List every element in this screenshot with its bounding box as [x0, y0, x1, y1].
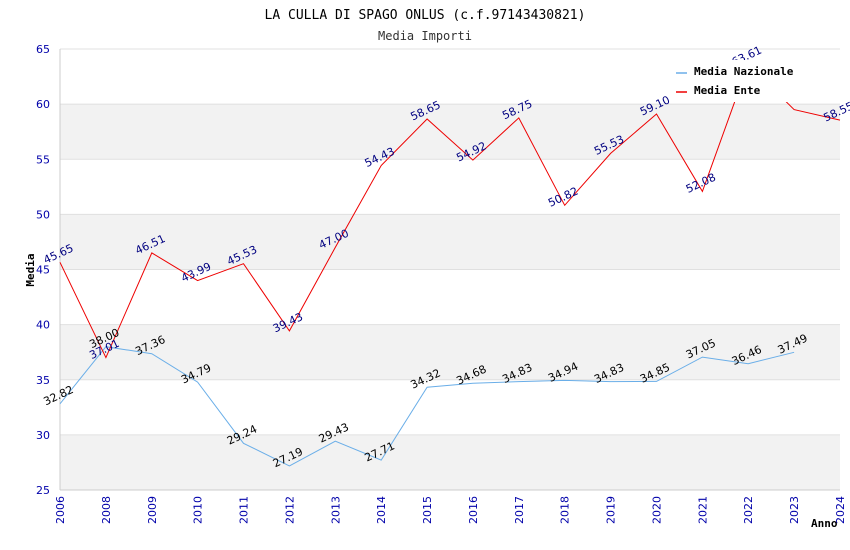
x-tick-label: 2017	[513, 496, 526, 524]
y-axis-label: Media	[24, 253, 37, 286]
x-tick-label: 2018	[559, 496, 572, 524]
x-tick-label: 2024	[834, 496, 847, 524]
x-tick-label: 2006	[54, 496, 67, 524]
y-tick-label: 40	[36, 319, 50, 332]
x-tick-label: 2012	[283, 496, 296, 524]
y-tick-label: 65	[36, 43, 50, 56]
x-tick-label: 2013	[329, 496, 342, 524]
x-tick-label: 2011	[238, 496, 251, 524]
x-tick-label: 2010	[192, 496, 205, 524]
y-axis-ticks: 25 30 35 40 45 50 55 60 65	[36, 43, 50, 497]
y-tick-label: 35	[36, 374, 50, 387]
legend-label-nazionale: Media Nazionale	[694, 65, 794, 78]
x-tick-label: 2023	[788, 496, 801, 524]
series-line-0	[59, 346, 795, 467]
x-axis-label: Anno	[811, 517, 838, 530]
y-tick-label: 30	[36, 429, 50, 442]
x-tick-label: 2022	[742, 496, 755, 524]
grid-bands	[59, 48, 840, 491]
y-tick-label: 60	[36, 98, 50, 111]
grid-band	[60, 324, 840, 380]
x-tick-label: 2019	[605, 496, 618, 524]
x-tick-label: 2020	[650, 496, 663, 524]
grid-band	[60, 269, 840, 325]
x-tick-label: 2015	[421, 496, 434, 524]
grid-band	[60, 379, 840, 435]
x-tick-label: 2008	[100, 496, 113, 524]
grid-band	[60, 159, 840, 215]
series-lines	[59, 63, 841, 467]
x-tick-label: 2009	[146, 496, 159, 524]
grid-band	[60, 214, 840, 270]
y-tick-label: 55	[36, 153, 50, 166]
x-tick-label: 2016	[467, 496, 480, 524]
legend: Media Nazionale Media Ente	[670, 60, 810, 102]
legend-box	[670, 60, 810, 102]
y-tick-label: 25	[36, 484, 50, 497]
x-tick-label: 2021	[696, 496, 709, 524]
x-tick-label: 2014	[375, 496, 388, 524]
chart-subtitle: Media Importi	[378, 29, 472, 43]
grid-band	[60, 104, 840, 160]
legend-label-ente: Media Ente	[694, 84, 761, 97]
y-tick-label: 50	[36, 208, 50, 221]
series-line-1	[59, 63, 841, 359]
chart-title: LA CULLA DI SPAGO ONLUS (c.f.97143430821…	[265, 8, 586, 23]
x-axis-ticks: 2006 2008 2009 2010 2011 2012 2013 2014 2015 2016…	[54, 496, 847, 524]
y-tick-label: 45	[36, 264, 50, 277]
grid-band	[60, 434, 840, 490]
